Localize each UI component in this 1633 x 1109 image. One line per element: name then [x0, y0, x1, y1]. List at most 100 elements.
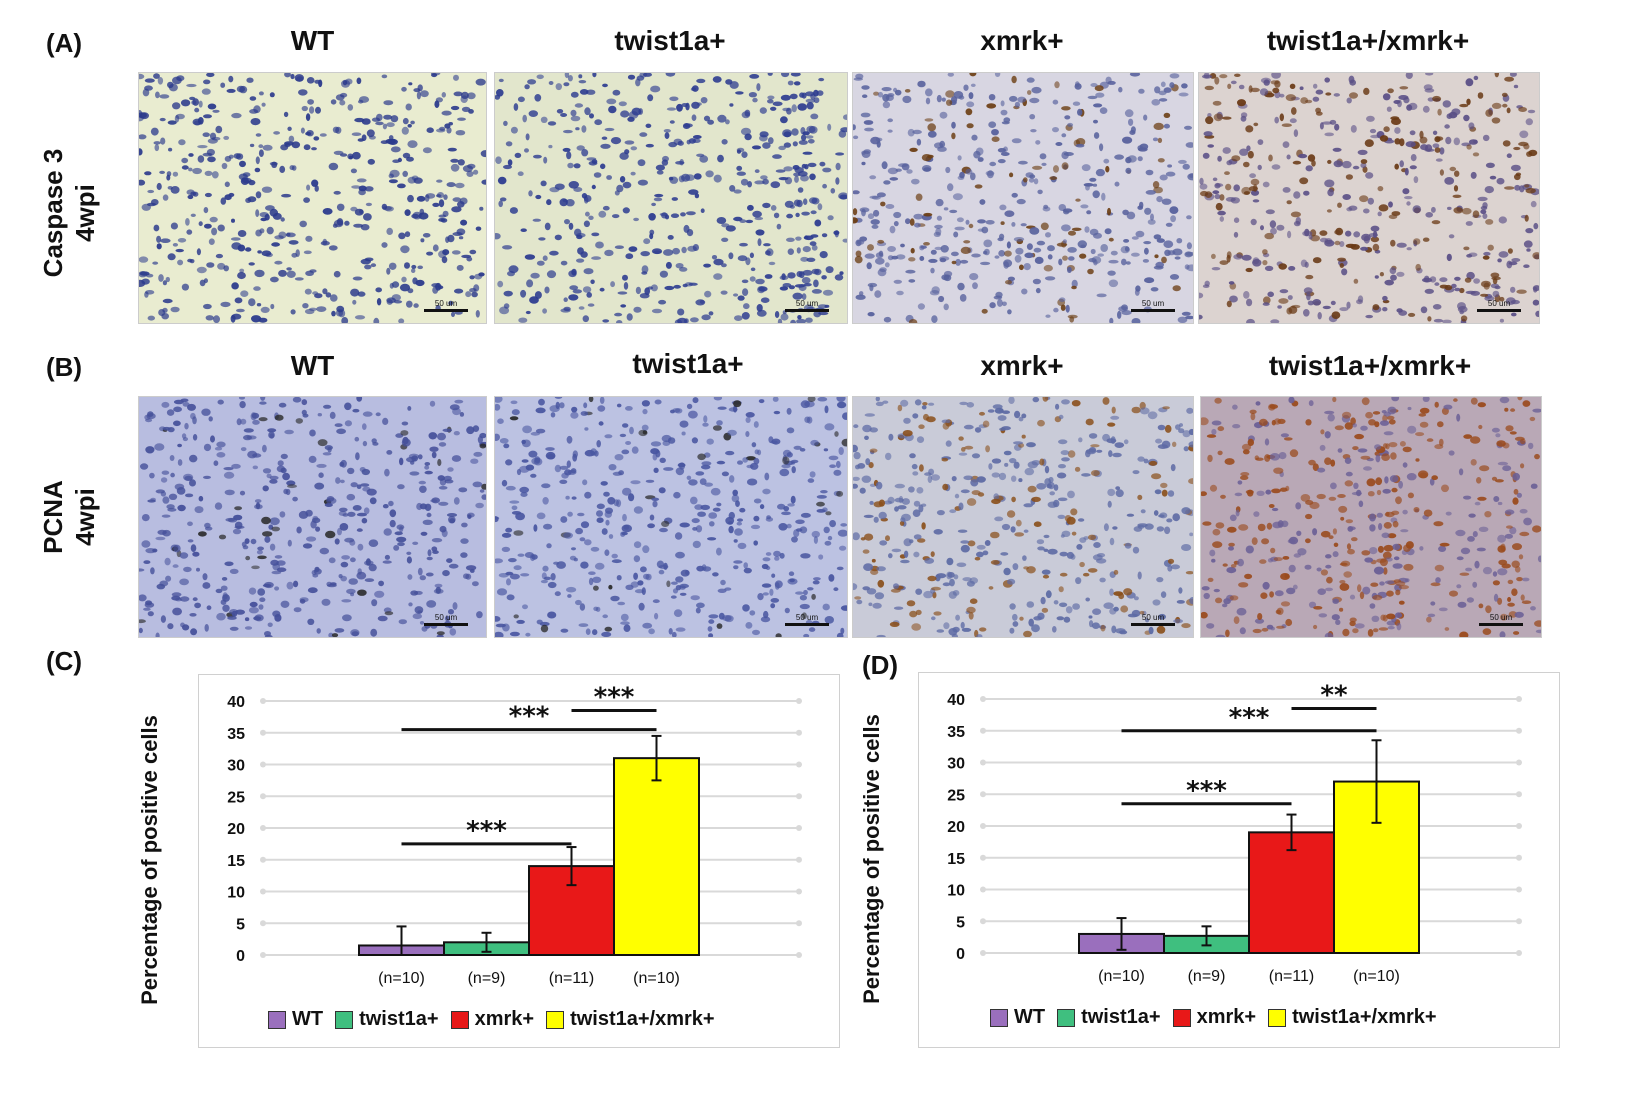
nucleus — [593, 172, 602, 178]
nucleus — [628, 111, 639, 119]
nucleus — [442, 210, 449, 217]
nucleus — [1260, 77, 1271, 84]
stained-nucleus — [1230, 564, 1237, 568]
stained-nucleus — [540, 624, 549, 633]
stained-nucleus — [1313, 606, 1323, 610]
nucleus — [224, 489, 235, 496]
nucleus — [681, 103, 689, 107]
nucleus — [835, 152, 845, 156]
col-title-xmrk-a: xmrk+ — [980, 25, 1064, 56]
nucleus — [767, 95, 775, 100]
nucleus — [1137, 523, 1148, 528]
nucleus — [1029, 97, 1040, 104]
nucleus — [875, 252, 884, 259]
nucleus — [479, 432, 486, 439]
nucleus — [602, 614, 608, 619]
nucleus — [616, 575, 622, 581]
nucleus — [725, 119, 730, 125]
nucleus — [998, 250, 1006, 257]
nucleus — [813, 279, 819, 288]
nucleus — [784, 200, 794, 208]
nucleus — [985, 220, 995, 225]
stained-nucleus — [1319, 230, 1328, 236]
nucleus — [1007, 578, 1016, 585]
nucleus — [951, 633, 958, 637]
nucleus — [584, 427, 589, 431]
nucleus — [141, 278, 150, 285]
nucleus — [1068, 256, 1075, 261]
nucleus — [162, 280, 167, 286]
stained-nucleus — [1492, 580, 1500, 586]
nucleus — [159, 94, 170, 99]
nucleus — [1369, 513, 1376, 522]
nucleus — [727, 429, 737, 436]
nucleus — [877, 91, 884, 98]
nucleus — [937, 146, 947, 152]
stained-nucleus — [942, 422, 950, 430]
nucleus — [542, 497, 549, 505]
nucleus — [312, 573, 319, 578]
nucleus — [622, 274, 628, 281]
nucleus — [1463, 495, 1472, 500]
nucleus — [1468, 252, 1478, 257]
nucleus — [734, 528, 743, 536]
nucleus — [628, 246, 638, 252]
nucleus — [628, 493, 635, 502]
nucleus — [640, 566, 647, 573]
nucleus — [792, 141, 798, 147]
nucleus — [664, 285, 675, 291]
nucleus — [961, 627, 972, 632]
nucleus — [1080, 204, 1089, 209]
nucleus — [542, 308, 547, 314]
nucleus — [407, 194, 414, 203]
stained-nucleus — [1522, 400, 1531, 407]
nucleus — [314, 482, 325, 490]
stained-nucleus — [1320, 569, 1328, 576]
nucleus — [227, 616, 237, 620]
nucleus — [729, 81, 739, 89]
nucleus — [375, 121, 384, 126]
nucleus — [1107, 488, 1116, 497]
nucleus — [1233, 184, 1240, 192]
nucleus — [522, 604, 528, 610]
nucleus — [957, 529, 968, 533]
nucleus — [958, 502, 964, 511]
nucleus — [1254, 618, 1265, 624]
stained-nucleus — [1070, 508, 1078, 516]
nucleus — [800, 400, 810, 409]
stained-nucleus — [971, 490, 981, 496]
stained-nucleus — [1479, 465, 1490, 472]
nucleus — [752, 210, 762, 218]
nucleus — [930, 249, 937, 255]
stained-nucleus — [1417, 470, 1429, 479]
nucleus — [540, 116, 548, 123]
nucleus — [1106, 438, 1117, 444]
nucleus — [955, 258, 961, 266]
nucleus — [753, 540, 758, 546]
nucleus — [786, 107, 792, 115]
nucleus — [1431, 206, 1436, 213]
nucleus — [1097, 253, 1104, 257]
nucleus — [864, 253, 875, 259]
nucleus — [426, 251, 434, 256]
nucleus — [1013, 461, 1020, 469]
stained-nucleus — [1207, 454, 1213, 463]
nucleus — [717, 406, 727, 410]
stained-nucleus — [915, 609, 922, 616]
nucleus — [1399, 160, 1404, 168]
nucleus — [917, 303, 925, 310]
nucleus — [216, 452, 226, 458]
nucleus — [1058, 204, 1067, 211]
nucleus — [206, 605, 212, 610]
nucleus — [1476, 547, 1486, 552]
nucleus — [696, 602, 705, 609]
nucleus — [342, 614, 352, 622]
nucleus — [887, 255, 894, 261]
nucleus — [630, 581, 639, 588]
nucleus — [603, 491, 610, 497]
nucleus — [797, 315, 802, 320]
nucleus — [498, 200, 503, 208]
nucleus — [475, 78, 486, 86]
nucleus — [930, 267, 935, 274]
nucleus — [1474, 560, 1480, 569]
